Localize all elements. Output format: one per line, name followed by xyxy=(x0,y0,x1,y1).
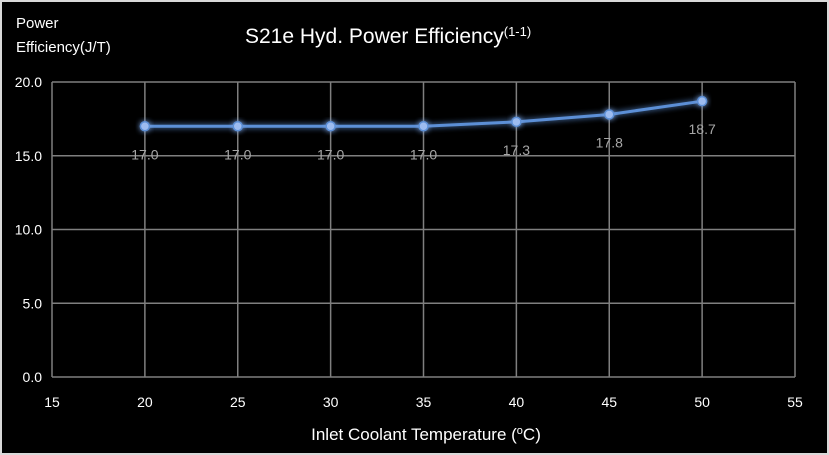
title-superscript: (1-1) xyxy=(504,24,531,39)
x-tick-label: 45 xyxy=(601,394,617,410)
y-tick-label: 10.0 xyxy=(15,222,42,238)
data-label: 17.3 xyxy=(503,142,530,158)
data-label: 17.8 xyxy=(596,134,623,150)
x-tick-label: 35 xyxy=(416,394,432,410)
x-tick-label: 15 xyxy=(44,394,60,410)
x-axis-label-main: Inlet Coolant Temperature ( xyxy=(311,425,517,444)
title-main: S21e Hyd. Power Efficiency xyxy=(245,25,504,48)
x-tick-label: 55 xyxy=(787,394,803,410)
y-tick-label: 15.0 xyxy=(15,148,42,164)
y-tick-label: 20.0 xyxy=(15,74,42,90)
data-label: 17.0 xyxy=(131,146,158,162)
y-tick-label: 5.0 xyxy=(23,295,43,311)
data-point xyxy=(511,116,522,128)
x-tick-label: 30 xyxy=(323,394,339,410)
data-label: 18.7 xyxy=(689,121,716,137)
x-tick-label: 25 xyxy=(230,394,246,410)
data-label: 17.0 xyxy=(317,146,344,162)
data-label: 17.0 xyxy=(224,146,251,162)
chart-title: S21e Hyd. Power Efficiency(1-1) xyxy=(245,24,531,48)
data-point xyxy=(604,109,615,120)
y-tick-label: 0.0 xyxy=(23,369,43,385)
data-point xyxy=(139,121,151,132)
x-axis-label-unit: C) xyxy=(523,425,541,444)
y-axis-label-line1: Power xyxy=(16,15,59,32)
data-point xyxy=(325,121,336,132)
x-tick-label: 40 xyxy=(509,394,525,410)
data-point xyxy=(232,121,243,132)
x-tick-label: 20 xyxy=(137,394,153,410)
y-axis-label-line2: Efficiency(J/T) xyxy=(16,39,111,56)
data-point xyxy=(696,95,708,107)
x-axis-label-degree: o xyxy=(517,425,523,437)
data-label: 17.0 xyxy=(410,146,437,162)
data-point xyxy=(418,121,429,132)
x-axis-label: Inlet Coolant Temperature (oC) xyxy=(311,425,541,444)
x-tick-label: 50 xyxy=(694,394,710,410)
